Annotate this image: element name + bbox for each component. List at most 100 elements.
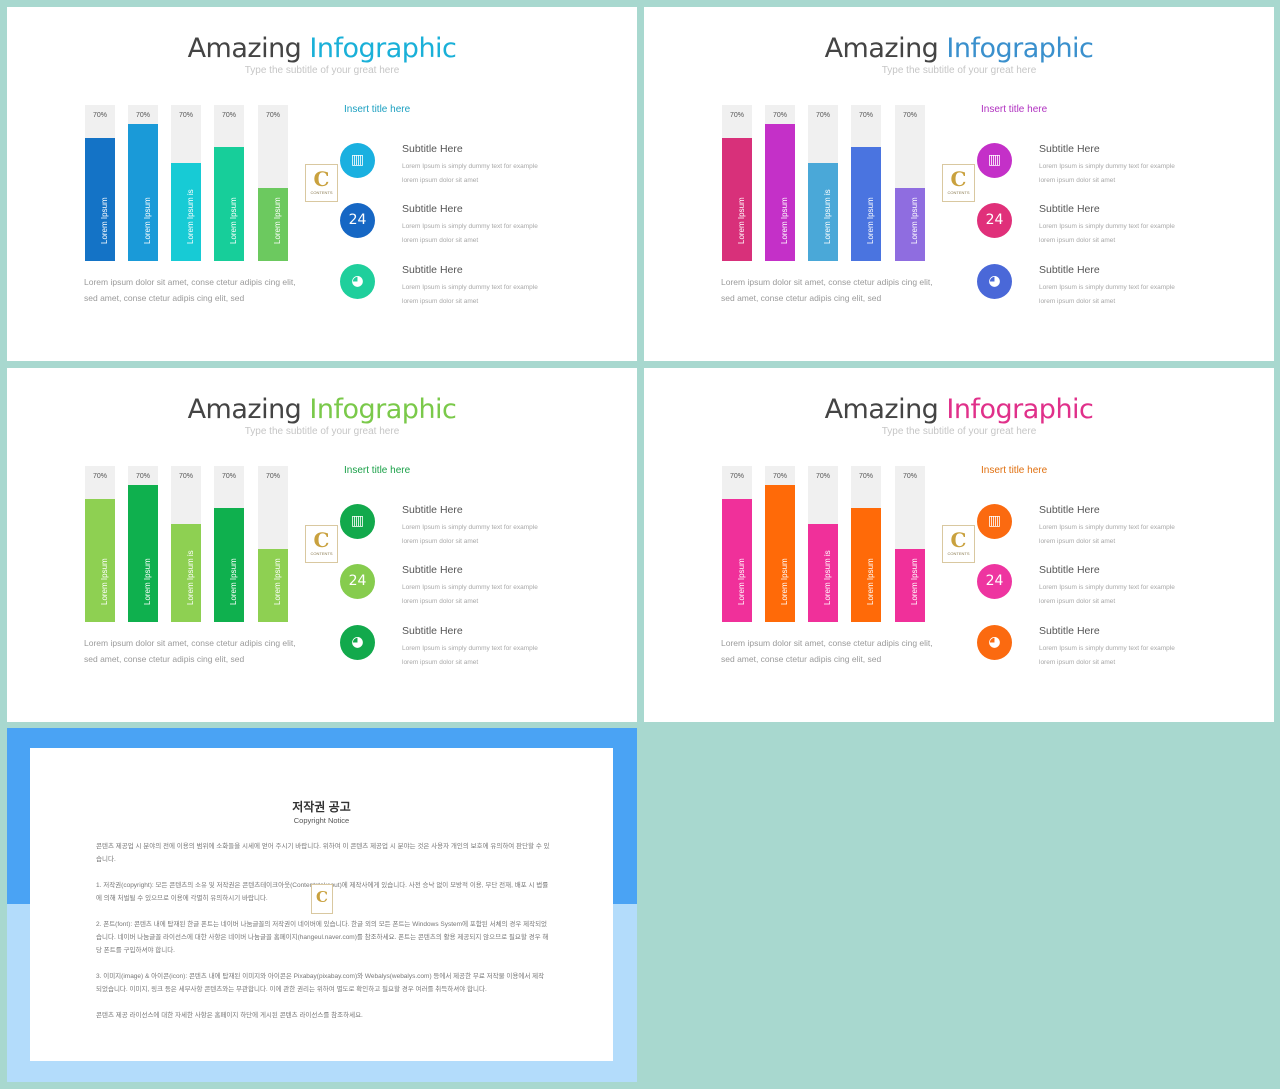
bar-track: 70%Lorem Ipsum is [171, 105, 201, 261]
bar-track: 70%Lorem Ipsum [895, 105, 925, 261]
bar-fill [895, 188, 925, 261]
insert-title: Insert title here [344, 465, 411, 476]
logo-letter: C [950, 528, 967, 552]
feature-text-line: lorem ipsum dolor sit amet [402, 176, 479, 184]
feature-heading: Subtitle Here [402, 143, 463, 155]
bar-percent-label: 70% [815, 473, 830, 480]
feature-text-line: lorem ipsum dolor sit amet [1039, 236, 1116, 244]
bar-fill [258, 188, 288, 261]
icon-glyph: ◕ [988, 273, 1001, 289]
feature-text-line: Lorem Ipsum is simply dummy text for exa… [402, 584, 538, 591]
bar-percent-label: 70% [92, 473, 107, 480]
insert-title: Insert title here [981, 465, 1048, 476]
icon-glyph: ▥ [350, 513, 365, 529]
feature-item: ◕ Subtitle Here Lorem Ipsum is simply dumm… [977, 264, 1257, 314]
24h-support-icon: 24 [977, 564, 1012, 599]
feature-text-line: lorem ipsum dolor sit amet [1039, 537, 1116, 545]
bar-percent-label: 70% [265, 112, 280, 119]
chart-icon: ▥ [977, 143, 1012, 178]
insert-title: Insert title here [981, 104, 1048, 115]
logo-letter: C [313, 167, 330, 191]
bar-percent-label: 70% [265, 473, 280, 480]
bar-fill [808, 163, 838, 261]
bar-fill [895, 549, 925, 622]
feature-item: ◕ Subtitle Here Lorem Ipsum is simply dumm… [977, 625, 1257, 675]
bar-percent-label: 70% [178, 473, 193, 480]
slide-3[interactable]: Amazing Infographic Type the subtitle of … [7, 368, 637, 722]
feature-item: ▥ Subtitle Here Lorem Ipsum is simply dumm… [340, 504, 620, 554]
feature-heading: Subtitle Here [402, 203, 463, 215]
feature-text-line: Lorem Ipsum is simply dummy text for exa… [402, 524, 538, 531]
bar-fill [128, 485, 158, 622]
slide-1[interactable]: Amazing Infographic Type the subtitle of … [7, 7, 637, 361]
feature-text: Lorem Ipsum is simply dummy text for exa… [402, 581, 602, 608]
feature-text: Lorem Ipsum is simply dummy text for exa… [402, 281, 602, 308]
bar-percent-label: 70% [729, 473, 744, 480]
bar-percent-label: 70% [772, 473, 787, 480]
pie-chart-icon: ◕ [340, 625, 375, 660]
chart-icon: ▥ [977, 504, 1012, 539]
feature-heading: Subtitle Here [1039, 504, 1100, 516]
bar-track: 70%Lorem Ipsum is [171, 466, 201, 622]
bar-fill [851, 508, 881, 622]
feature-item: ▥ Subtitle Here Lorem Ipsum is simply dumm… [977, 143, 1257, 193]
feature-text-line: Lorem Ipsum is simply dummy text for exa… [402, 645, 538, 652]
bar-track: 70%Lorem Ipsum [85, 105, 115, 261]
icon-glyph: ◕ [351, 273, 364, 289]
bar-track: 70%Lorem Ipsum [258, 466, 288, 622]
feature-text-line: lorem ipsum dolor sit amet [1039, 597, 1116, 605]
feature-text-line: Lorem Ipsum is simply dummy text for exa… [1039, 584, 1175, 591]
feature-item: ▥ Subtitle Here Lorem Ipsum is simply dumm… [340, 143, 620, 193]
contents-logo: C CONTENTS [305, 164, 338, 202]
feature-heading: Subtitle Here [1039, 203, 1100, 215]
slide-subtitle: Type the subtitle of your great here [881, 65, 1037, 76]
feature-text: Lorem Ipsum is simply dummy text for exa… [402, 220, 602, 247]
bar-fill [214, 508, 244, 622]
bar-track: 70%Lorem Ipsum [851, 466, 881, 622]
copyright-slide[interactable]: 저작권 공고 Copyright Notice 콘텐츠 제공업 시 분야의 전에… [7, 728, 637, 1082]
feature-text-line: Lorem Ipsum is simply dummy text for exa… [1039, 163, 1175, 170]
feature-item: 24 Subtitle Here Lorem Ipsum is simply dum… [977, 203, 1257, 253]
contents-logo: C CONTENTS [942, 525, 975, 563]
title-main: Amazing [824, 33, 939, 64]
icon-glyph: 24 [348, 573, 367, 589]
feature-text: Lorem Ipsum is simply dummy text for exa… [1039, 581, 1239, 608]
feature-text: Lorem Ipsum is simply dummy text for exa… [402, 642, 602, 669]
copyright-subtitle: Copyright Notice [293, 816, 350, 825]
bar-fill [765, 124, 795, 261]
logo-letter: C [950, 167, 967, 191]
feature-text-line: lorem ipsum dolor sit amet [1039, 658, 1116, 666]
feature-text-line: Lorem Ipsum is simply dummy text for exa… [1039, 223, 1175, 230]
logo-text: CONTENTS [947, 190, 970, 195]
bar-percent-label: 70% [902, 112, 917, 119]
bar-track: 70%Lorem Ipsum [258, 105, 288, 261]
bar-track: 70%Lorem Ipsum [722, 466, 752, 622]
pie-chart-icon: ◕ [977, 625, 1012, 660]
title-accent: Infographic [946, 394, 1094, 425]
bar-fill [171, 524, 201, 622]
chart-note: Lorem ipsum dolor sit amet, conse ctetur… [721, 277, 933, 303]
logo-text: CONTENTS [310, 551, 333, 556]
bar-fill [722, 138, 752, 261]
bar-percent-label: 70% [729, 112, 744, 119]
icon-glyph: 24 [348, 212, 367, 228]
feature-item: 24 Subtitle Here Lorem Ipsum is simply dum… [977, 564, 1257, 614]
slide-subtitle: Type the subtitle of your great here [244, 426, 400, 437]
icon-glyph: 24 [985, 212, 1004, 228]
slide-4[interactable]: Amazing Infographic Type the subtitle of … [644, 368, 1274, 722]
bar-track: 70%Lorem Ipsum [214, 466, 244, 622]
icon-glyph: ▥ [350, 152, 365, 168]
feature-text-line: Lorem Ipsum is simply dummy text for exa… [402, 223, 538, 230]
copyright-paragraph: 2. 폰트(font): 콘텐츠 내에 탑재된 한글 폰트는 네이버 나눔글꼴의… [96, 921, 549, 954]
slide-subtitle: Type the subtitle of your great here [881, 426, 1037, 437]
feature-text: Lorem Ipsum is simply dummy text for exa… [402, 160, 602, 187]
feature-text-line: lorem ipsum dolor sit amet [1039, 176, 1116, 184]
feature-text: Lorem Ipsum is simply dummy text for exa… [1039, 160, 1239, 187]
contents-logo: C CONTENTS [305, 525, 338, 563]
slide-subtitle: Type the subtitle of your great here [244, 65, 400, 76]
bar-fill [171, 163, 201, 261]
insert-title: Insert title here [344, 104, 411, 115]
slide-2[interactable]: Amazing Infographic Type the subtitle of … [644, 7, 1274, 361]
bar-percent-label: 70% [92, 112, 107, 119]
bar-percent-label: 70% [135, 473, 150, 480]
